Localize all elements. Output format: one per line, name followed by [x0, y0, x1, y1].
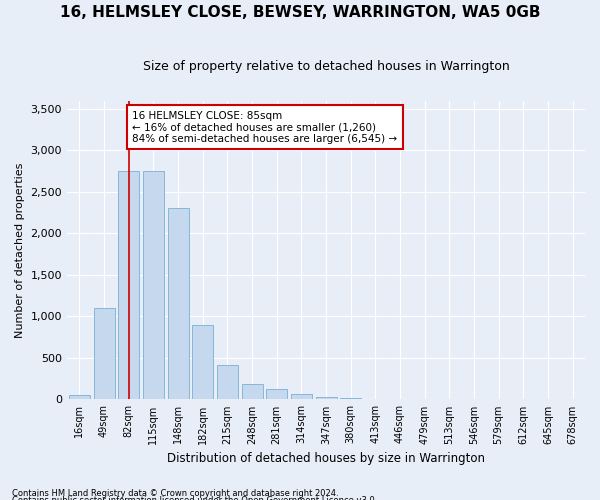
Bar — [192, 324, 213, 400]
Bar — [167, 208, 188, 400]
Title: Size of property relative to detached houses in Warrington: Size of property relative to detached ho… — [143, 60, 509, 73]
Bar — [69, 396, 90, 400]
Bar — [118, 171, 139, 400]
Text: Contains public sector information licensed under the Open Government Licence v3: Contains public sector information licen… — [12, 496, 377, 500]
Bar — [266, 390, 287, 400]
Bar — [316, 397, 337, 400]
Bar — [242, 384, 263, 400]
Y-axis label: Number of detached properties: Number of detached properties — [15, 162, 25, 338]
Text: Contains HM Land Registry data © Crown copyright and database right 2024.: Contains HM Land Registry data © Crown c… — [12, 488, 338, 498]
Bar — [365, 399, 386, 400]
Bar — [94, 308, 115, 400]
Bar — [217, 364, 238, 400]
Bar — [143, 171, 164, 400]
Text: 16, HELMSLEY CLOSE, BEWSEY, WARRINGTON, WA5 0GB: 16, HELMSLEY CLOSE, BEWSEY, WARRINGTON, … — [60, 5, 540, 20]
Bar — [291, 394, 312, 400]
Text: 16 HELMSLEY CLOSE: 85sqm
← 16% of detached houses are smaller (1,260)
84% of sem: 16 HELMSLEY CLOSE: 85sqm ← 16% of detach… — [133, 110, 398, 144]
Bar — [340, 398, 361, 400]
X-axis label: Distribution of detached houses by size in Warrington: Distribution of detached houses by size … — [167, 452, 485, 465]
